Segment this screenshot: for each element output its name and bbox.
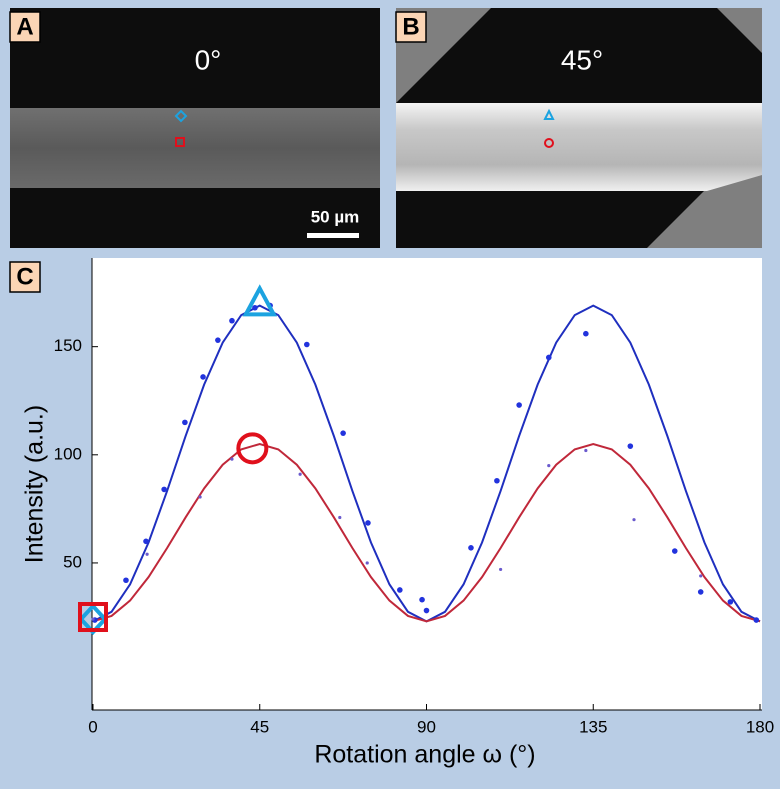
y-tick-label: 150 bbox=[54, 336, 82, 355]
y-axis-label: Intensity (a.u.) bbox=[21, 405, 49, 563]
label-box bbox=[9, 11, 41, 43]
x-tick-label: 135 bbox=[579, 717, 607, 736]
data-point bbox=[252, 304, 258, 311]
data-point bbox=[583, 330, 589, 337]
data-point bbox=[215, 337, 221, 343]
data-point bbox=[200, 374, 206, 380]
angle-label: 45° bbox=[561, 44, 603, 75]
data-point bbox=[419, 596, 425, 603]
data-point bbox=[397, 587, 403, 593]
highlight-marker bbox=[242, 284, 278, 317]
data-point bbox=[547, 464, 551, 468]
data-point bbox=[338, 515, 342, 520]
corner bbox=[717, 8, 762, 53]
plot: 0 45 90 135 180 50 100 150 bbox=[54, 284, 774, 736]
data-point bbox=[229, 317, 235, 324]
data-point bbox=[545, 354, 552, 361]
x-tick-label: 45 bbox=[250, 717, 269, 736]
data-point bbox=[671, 548, 678, 554]
data-point bbox=[91, 617, 95, 621]
data-point bbox=[584, 448, 588, 453]
panel-b: B 45° bbox=[395, 8, 762, 248]
data-point bbox=[697, 589, 704, 595]
data-point bbox=[468, 544, 474, 551]
data-point bbox=[699, 574, 703, 578]
marker-square bbox=[175, 137, 185, 147]
data-point bbox=[340, 430, 346, 436]
data-point bbox=[627, 443, 634, 449]
scale-label: 50 µm bbox=[311, 207, 360, 226]
highlight-marker bbox=[78, 602, 108, 633]
panel-label: B bbox=[402, 13, 419, 40]
fit-line bbox=[92, 442, 761, 623]
scale-bar bbox=[307, 233, 359, 238]
data-point bbox=[499, 567, 503, 572]
marker-triangle bbox=[543, 108, 555, 120]
fiber bbox=[396, 103, 762, 191]
y-tick-label: 100 bbox=[54, 444, 82, 463]
highlight-marker bbox=[236, 432, 269, 465]
data-point bbox=[365, 561, 369, 565]
panel-label: C bbox=[16, 263, 33, 290]
x-tick-label: 180 bbox=[746, 717, 774, 736]
marker-diamond bbox=[174, 109, 188, 123]
x-tick-label: 0 bbox=[88, 717, 97, 736]
data-point bbox=[198, 495, 202, 499]
data-point bbox=[143, 538, 149, 545]
panel-a: A 0° 50 µm bbox=[9, 8, 380, 248]
data-point bbox=[161, 486, 167, 493]
data-point bbox=[516, 402, 522, 408]
data-point bbox=[365, 520, 371, 526]
data-point bbox=[182, 419, 188, 426]
x-axis-label: Rotation angle ω (°) bbox=[314, 741, 535, 769]
data-point bbox=[304, 341, 310, 348]
data-point bbox=[632, 518, 636, 522]
data-point bbox=[494, 477, 500, 484]
y-tick-label: 50 bbox=[63, 552, 82, 571]
angle-label: 0° bbox=[195, 44, 222, 75]
data-point bbox=[423, 607, 430, 614]
data-point bbox=[727, 599, 734, 605]
x-tick-label: 90 bbox=[417, 717, 436, 736]
plot-area bbox=[92, 258, 762, 710]
fiber bbox=[10, 108, 380, 188]
marker-circle bbox=[544, 138, 554, 148]
data-point bbox=[753, 617, 760, 623]
data-point bbox=[123, 577, 129, 584]
label-box bbox=[9, 261, 41, 293]
data-point bbox=[145, 552, 149, 556]
data-point bbox=[230, 457, 234, 461]
data-point bbox=[298, 472, 302, 476]
panel-label: A bbox=[16, 13, 33, 40]
label-box bbox=[395, 11, 427, 43]
